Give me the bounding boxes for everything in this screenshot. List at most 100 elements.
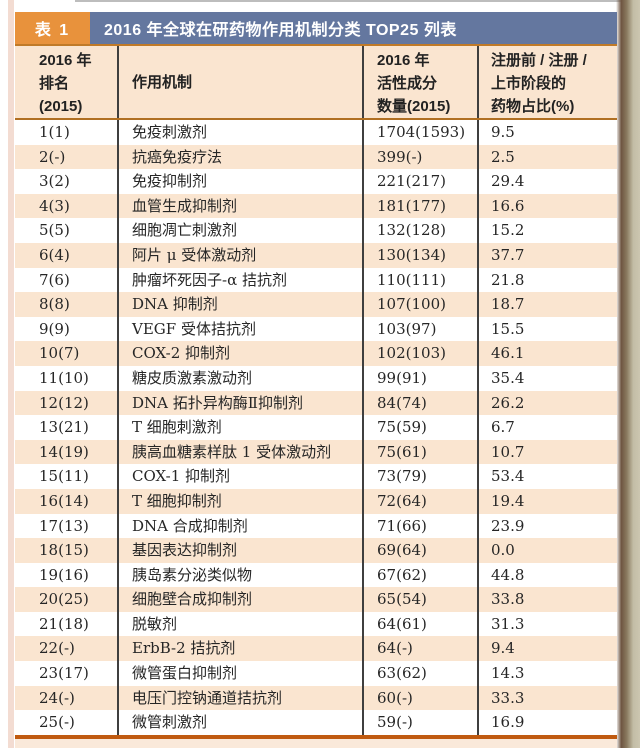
percent-cell: 18.7 (477, 292, 617, 317)
percent-cell: 9.5 (477, 120, 617, 145)
mechanism-cell: ErbB-2 拮抗剂 (117, 636, 362, 662)
count-cell: 64(61) (362, 611, 477, 637)
mechanism-cell: T 细胞刺激剂 (117, 415, 362, 440)
mechanism-cell: 糖皮质激素激动剂 (117, 365, 362, 391)
rank-cell: 6(4) (39, 245, 70, 264)
percent-cell: 15.5 (477, 316, 617, 342)
percent-cell: 37.7 (477, 242, 617, 268)
page-top-edge-line (75, 0, 640, 2)
percent-cell: 9.4 (477, 636, 617, 662)
table-row: 6(4) 阿片 μ 受体激动剂 130(134) 37.7 (15, 242, 617, 268)
percent-cell: 46.1 (477, 341, 617, 366)
percent-cell: 33.3 (477, 685, 617, 711)
mechanism-cell: 电压门控钠通道拮抗剂 (117, 685, 362, 711)
rank-cell: 17(13) (39, 516, 89, 535)
count-cell: 59(-) (362, 710, 477, 735)
header-line: 活性成分 (377, 75, 438, 92)
table-row: 5(5) 细胞凋亡刺激剂 132(128) 15.2 (15, 218, 617, 243)
count-cell: 84(74) (362, 390, 477, 416)
rank-cell: 11(10) (39, 368, 89, 387)
percent-cell: 33.8 (477, 587, 617, 612)
table-row: 15(11) COX-1 抑制剂 73(79) 53.4 (15, 464, 617, 489)
percent-cell: 2.5 (477, 144, 617, 170)
rank-cell: 7(6) (39, 270, 70, 289)
rank-cell: 18(15) (39, 541, 89, 560)
percent-cell: 35.4 (477, 365, 617, 391)
rank-cell: 19(16) (39, 565, 89, 584)
mechanism-cell: 细胞凋亡刺激剂 (117, 218, 362, 243)
table-row: 14(19) 胰高血糖素样肽 1 受体激动剂 75(61) 10.7 (15, 439, 617, 465)
rank-cell: 15(11) (39, 467, 89, 486)
column-header-count: 2016 年 活性成分 数量(2015) (362, 46, 477, 118)
rank-cell: 5(5) (39, 221, 70, 240)
table-row: 4(3) 血管生成抑制剂 181(177) 16.6 (15, 193, 617, 219)
header-line: 作用机制 (132, 73, 193, 91)
table-row: 12(12) DNA 拓扑异构酶Ⅱ抑制剂 84(74) 26.2 (15, 390, 617, 416)
mechanism-cell: 胰岛素分泌类似物 (117, 562, 362, 588)
rank-cell: 13(21) (39, 418, 89, 437)
percent-cell: 29.4 (477, 169, 617, 194)
count-cell: 60(-) (362, 685, 477, 711)
mechanism-cell: DNA 抑制剂 (117, 292, 362, 317)
percent-cell: 21.8 (477, 267, 617, 293)
table-row: 11(10) 糖皮质激素激动剂 99(91) 35.4 (15, 365, 617, 391)
rank-cell: 3(2) (39, 172, 70, 191)
column-header-rank: 2016 年 排名 (2015) (15, 46, 117, 118)
count-cell: 107(100) (362, 292, 477, 317)
rank-cell: 24(-) (39, 688, 75, 707)
mechanism-cell: 免疫刺激剂 (117, 120, 362, 145)
mechanism-cell: VEGF 受体拮抗剂 (117, 316, 362, 342)
percent-cell: 26.2 (477, 390, 617, 416)
column-header-mechanism: 作用机制 (117, 46, 362, 118)
header-line: 上市阶段的 (491, 75, 567, 92)
mechanism-cell: 基因表达抑制剂 (117, 538, 362, 563)
table-row: 19(16) 胰岛素分泌类似物 67(62) 44.8 (15, 562, 617, 588)
mechanism-cell: 胰高血糖素样肽 1 受体激动剂 (117, 439, 362, 465)
table-row: 21(18) 脱敏剂 64(61) 31.3 (15, 611, 617, 637)
percent-cell: 16.6 (477, 193, 617, 219)
count-cell: 67(62) (362, 562, 477, 588)
mechanism-cell: 肿瘤坏死因子-α 拮抗剂 (117, 267, 362, 293)
percent-cell: 53.4 (477, 464, 617, 489)
rank-cell: 16(14) (39, 491, 89, 510)
count-cell: 65(54) (362, 587, 477, 612)
count-cell: 1704(1593) (362, 120, 477, 145)
count-cell: 63(62) (362, 661, 477, 686)
count-cell: 130(134) (362, 242, 477, 268)
count-cell: 221(217) (362, 169, 477, 194)
table-row: 17(13) DNA 合成抑制剂 71(66) 23.9 (15, 513, 617, 539)
header-line: 2016 年 (39, 52, 92, 69)
count-cell: 75(61) (362, 439, 477, 465)
table-row: 10(7) COX-2 抑制剂 102(103) 46.1 (15, 341, 617, 366)
rank-cell: 23(17) (39, 664, 89, 683)
header-line: 排名 (39, 75, 70, 92)
mechanism-cell: 血管生成抑制剂 (117, 193, 362, 219)
mechanism-cell: 抗癌免疫疗法 (117, 144, 362, 170)
table-row: 7(6) 肿瘤坏死因子-α 拮抗剂 110(111) 21.8 (15, 267, 617, 293)
count-cell: 132(128) (362, 218, 477, 243)
page-left-scan-edge (8, 0, 14, 748)
percent-cell: 15.2 (477, 218, 617, 243)
mechanism-cell: T 细胞抑制剂 (117, 488, 362, 514)
count-cell: 102(103) (362, 341, 477, 366)
mechanism-cell: 阿片 μ 受体激动剂 (117, 242, 362, 268)
rank-cell: 10(7) (39, 344, 80, 363)
rank-cell: 21(18) (39, 614, 89, 633)
percent-cell: 16.9 (477, 710, 617, 735)
page-right-scan-edge (616, 0, 640, 748)
count-cell: 99(91) (362, 365, 477, 391)
header-line: 数量(2015) (377, 98, 451, 115)
percent-cell: 19.4 (477, 488, 617, 514)
table-row: 9(9) VEGF 受体拮抗剂 103(97) 15.5 (15, 316, 617, 342)
header-line: (2015) (39, 98, 83, 115)
mechanism-cell: 微管蛋白抑制剂 (117, 661, 362, 686)
table-row: 23(17) 微管蛋白抑制剂 63(62) 14.3 (15, 661, 617, 686)
table-row: 24(-) 电压门控钠通道拮抗剂 60(-) 33.3 (15, 685, 617, 711)
count-cell: 64(-) (362, 636, 477, 662)
top25-table: 表 1 2016 年全球在研药物作用机制分类 TOP25 列表 2016 年 排… (15, 12, 617, 748)
table-row: 8(8) DNA 抑制剂 107(100) 18.7 (15, 292, 617, 317)
percent-cell: 10.7 (477, 439, 617, 465)
mechanism-cell: COX-2 抑制剂 (117, 341, 362, 366)
table-badge: 表 1 (15, 12, 90, 44)
count-cell: 69(64) (362, 538, 477, 563)
